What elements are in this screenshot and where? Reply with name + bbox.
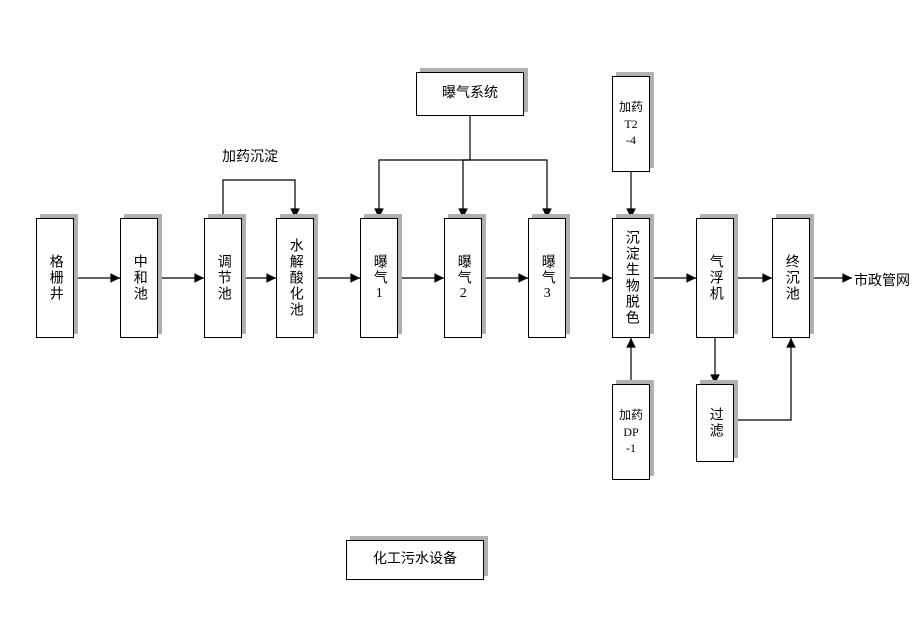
node-n10: 终沉池 [772,218,810,338]
node-ttl: 化工污水设备 [346,540,484,580]
node-label: 调节池 [213,254,233,302]
arrowhead [686,273,696,283]
label-l_add: 加药沉淀 [222,146,278,166]
node-label: 加药 DP -1 [619,407,643,457]
edge-eAdd [223,180,295,218]
edge-eA3 [470,160,547,218]
node-flt: 过滤 [696,384,734,462]
arrowhead [762,273,772,283]
node-label: 过滤 [705,407,725,439]
node-t2: 加药 T2 -4 [612,76,650,172]
arrowhead [626,338,636,348]
node-label: 格栅井 [45,254,65,302]
node-dp: 加药 DP -1 [612,384,650,480]
node-label: 化工污水设备 [373,550,457,570]
arrowhead [602,273,612,283]
node-n2: 中和池 [120,218,158,338]
arrowhead [194,273,204,283]
arrowhead [786,338,796,348]
arrowhead [842,273,852,283]
node-label: 曝气3 [537,254,557,303]
node-n9: 气浮机 [696,218,734,338]
node-n1: 格栅井 [36,218,74,338]
node-label: 曝气系统 [442,84,498,104]
node-n5: 曝气1 [360,218,398,338]
node-n3: 调节池 [204,218,242,338]
edge-eA2 [463,160,470,218]
node-label: 终沉池 [781,254,801,302]
arrowhead [434,273,444,283]
label-l_out: 市政管网 [854,270,910,290]
node-label: 曝气2 [453,254,473,303]
node-label: 气浮机 [705,254,725,302]
node-n8: 沉淀生物脱色 [612,218,650,338]
arrowhead [266,273,276,283]
arrowhead [350,273,360,283]
node-n7: 曝气3 [528,218,566,338]
node-label: 曝气1 [369,254,389,303]
edge-eA1 [379,160,470,218]
node-label: 中和池 [129,254,149,302]
arrowhead [518,273,528,283]
node-n4: 水解酸化池 [276,218,314,338]
diagram-canvas: { "type": "flowchart", "canvas": { "widt… [0,0,923,627]
node-aer: 曝气系统 [416,72,524,116]
arrowhead [110,273,120,283]
node-label: 加药 T2 -4 [619,99,643,149]
node-n6: 曝气2 [444,218,482,338]
node-label: 水解酸化池 [285,238,305,318]
node-label: 沉淀生物脱色 [621,230,641,326]
edge-eF2 [734,338,791,420]
